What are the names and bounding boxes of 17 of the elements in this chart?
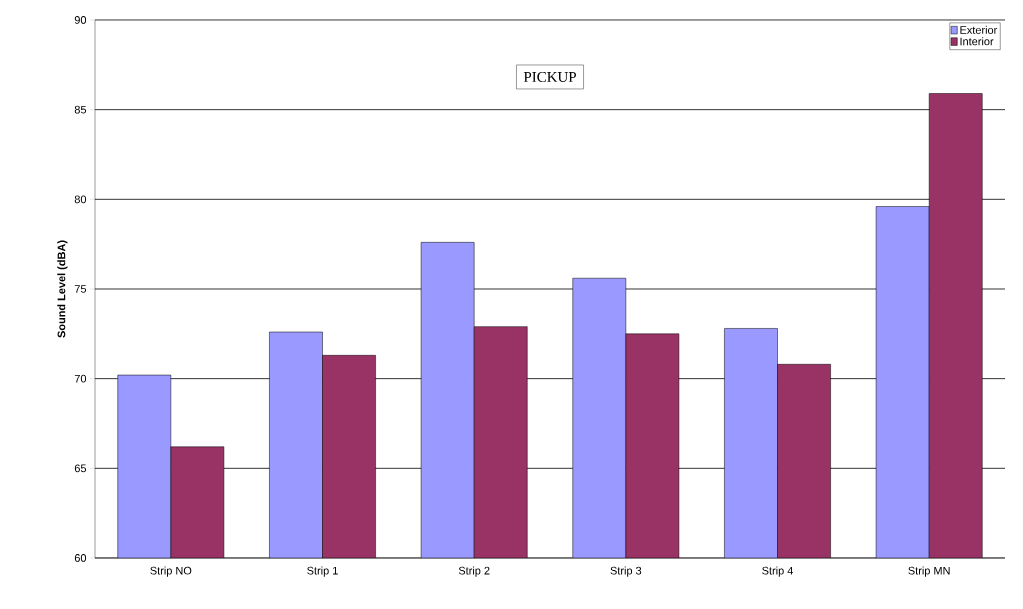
y-tick-label: 90 <box>74 16 87 24</box>
x-tick-label: Strip MN <box>908 566 950 577</box>
y-axis-title: Sound Level (dBA) <box>57 240 68 338</box>
y-tick-label: 65 <box>74 464 87 473</box>
x-tick-label: Strip NO <box>150 566 192 577</box>
y-tick-label: 60 <box>74 554 87 562</box>
x-tick-label: Strip 4 <box>762 566 794 577</box>
y-tick-label: 75 <box>74 285 87 293</box>
text: PICKUP <box>523 71 576 82</box>
x-tick-label: Strip 1 <box>307 566 338 577</box>
y-tick-label: 85 <box>74 105 87 114</box>
legend-label: Interior <box>960 37 994 46</box>
x-tick-label: Strip 2 <box>458 566 490 577</box>
legend-label: Exterior <box>960 25 998 34</box>
x-tick-label: Strip 3 <box>610 566 642 577</box>
y-tick-label: 70 <box>74 374 87 383</box>
y-tick-label: 80 <box>74 195 87 204</box>
